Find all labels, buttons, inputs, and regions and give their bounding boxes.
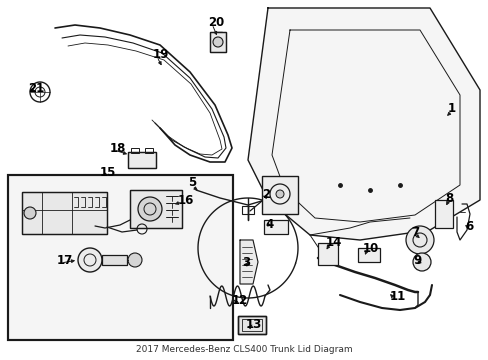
Circle shape: [138, 197, 162, 221]
Bar: [130, 190, 182, 228]
Circle shape: [275, 190, 284, 198]
Text: 1: 1: [447, 102, 455, 114]
Bar: [434, 200, 452, 228]
Text: 14: 14: [325, 235, 342, 248]
Bar: [357, 248, 379, 262]
Circle shape: [405, 226, 433, 254]
Bar: [128, 152, 156, 168]
Text: 11: 11: [389, 289, 406, 302]
Bar: [130, 190, 182, 228]
Text: 18: 18: [110, 141, 126, 154]
Text: 4: 4: [264, 217, 273, 230]
Bar: [145, 148, 153, 153]
Bar: [262, 176, 297, 214]
Polygon shape: [247, 8, 479, 240]
Circle shape: [24, 207, 36, 219]
Text: 17: 17: [57, 255, 73, 267]
Text: 8: 8: [444, 192, 452, 204]
Text: 10: 10: [362, 242, 379, 255]
Circle shape: [128, 253, 142, 267]
Circle shape: [213, 37, 223, 47]
Text: 6: 6: [464, 220, 472, 233]
Text: 7: 7: [410, 225, 418, 238]
Text: 5: 5: [187, 176, 196, 189]
Bar: [102, 255, 127, 265]
Bar: [209, 32, 225, 52]
Text: 3: 3: [242, 256, 250, 270]
Bar: [128, 152, 156, 168]
Bar: [238, 316, 265, 334]
Bar: [242, 206, 253, 214]
Bar: [22, 192, 107, 234]
Bar: [238, 316, 265, 334]
Text: 2017 Mercedes-Benz CLS400 Trunk Lid Diagram: 2017 Mercedes-Benz CLS400 Trunk Lid Diag…: [136, 346, 352, 355]
Circle shape: [78, 248, 102, 272]
Bar: [8, 175, 232, 340]
Text: 21: 21: [28, 81, 44, 94]
Bar: [131, 148, 139, 153]
Bar: [242, 319, 262, 331]
Circle shape: [412, 253, 430, 271]
Text: 15: 15: [100, 166, 116, 179]
Text: 16: 16: [178, 194, 194, 207]
Bar: [8, 175, 232, 340]
Text: 19: 19: [153, 49, 169, 62]
Bar: [264, 220, 287, 234]
Bar: [209, 32, 225, 52]
Bar: [317, 243, 337, 265]
Text: 9: 9: [412, 253, 420, 266]
Text: 13: 13: [245, 319, 262, 332]
Text: 12: 12: [231, 293, 248, 306]
Polygon shape: [240, 240, 258, 284]
Bar: [22, 192, 107, 234]
Text: 20: 20: [207, 15, 224, 28]
Text: 2: 2: [262, 189, 269, 202]
